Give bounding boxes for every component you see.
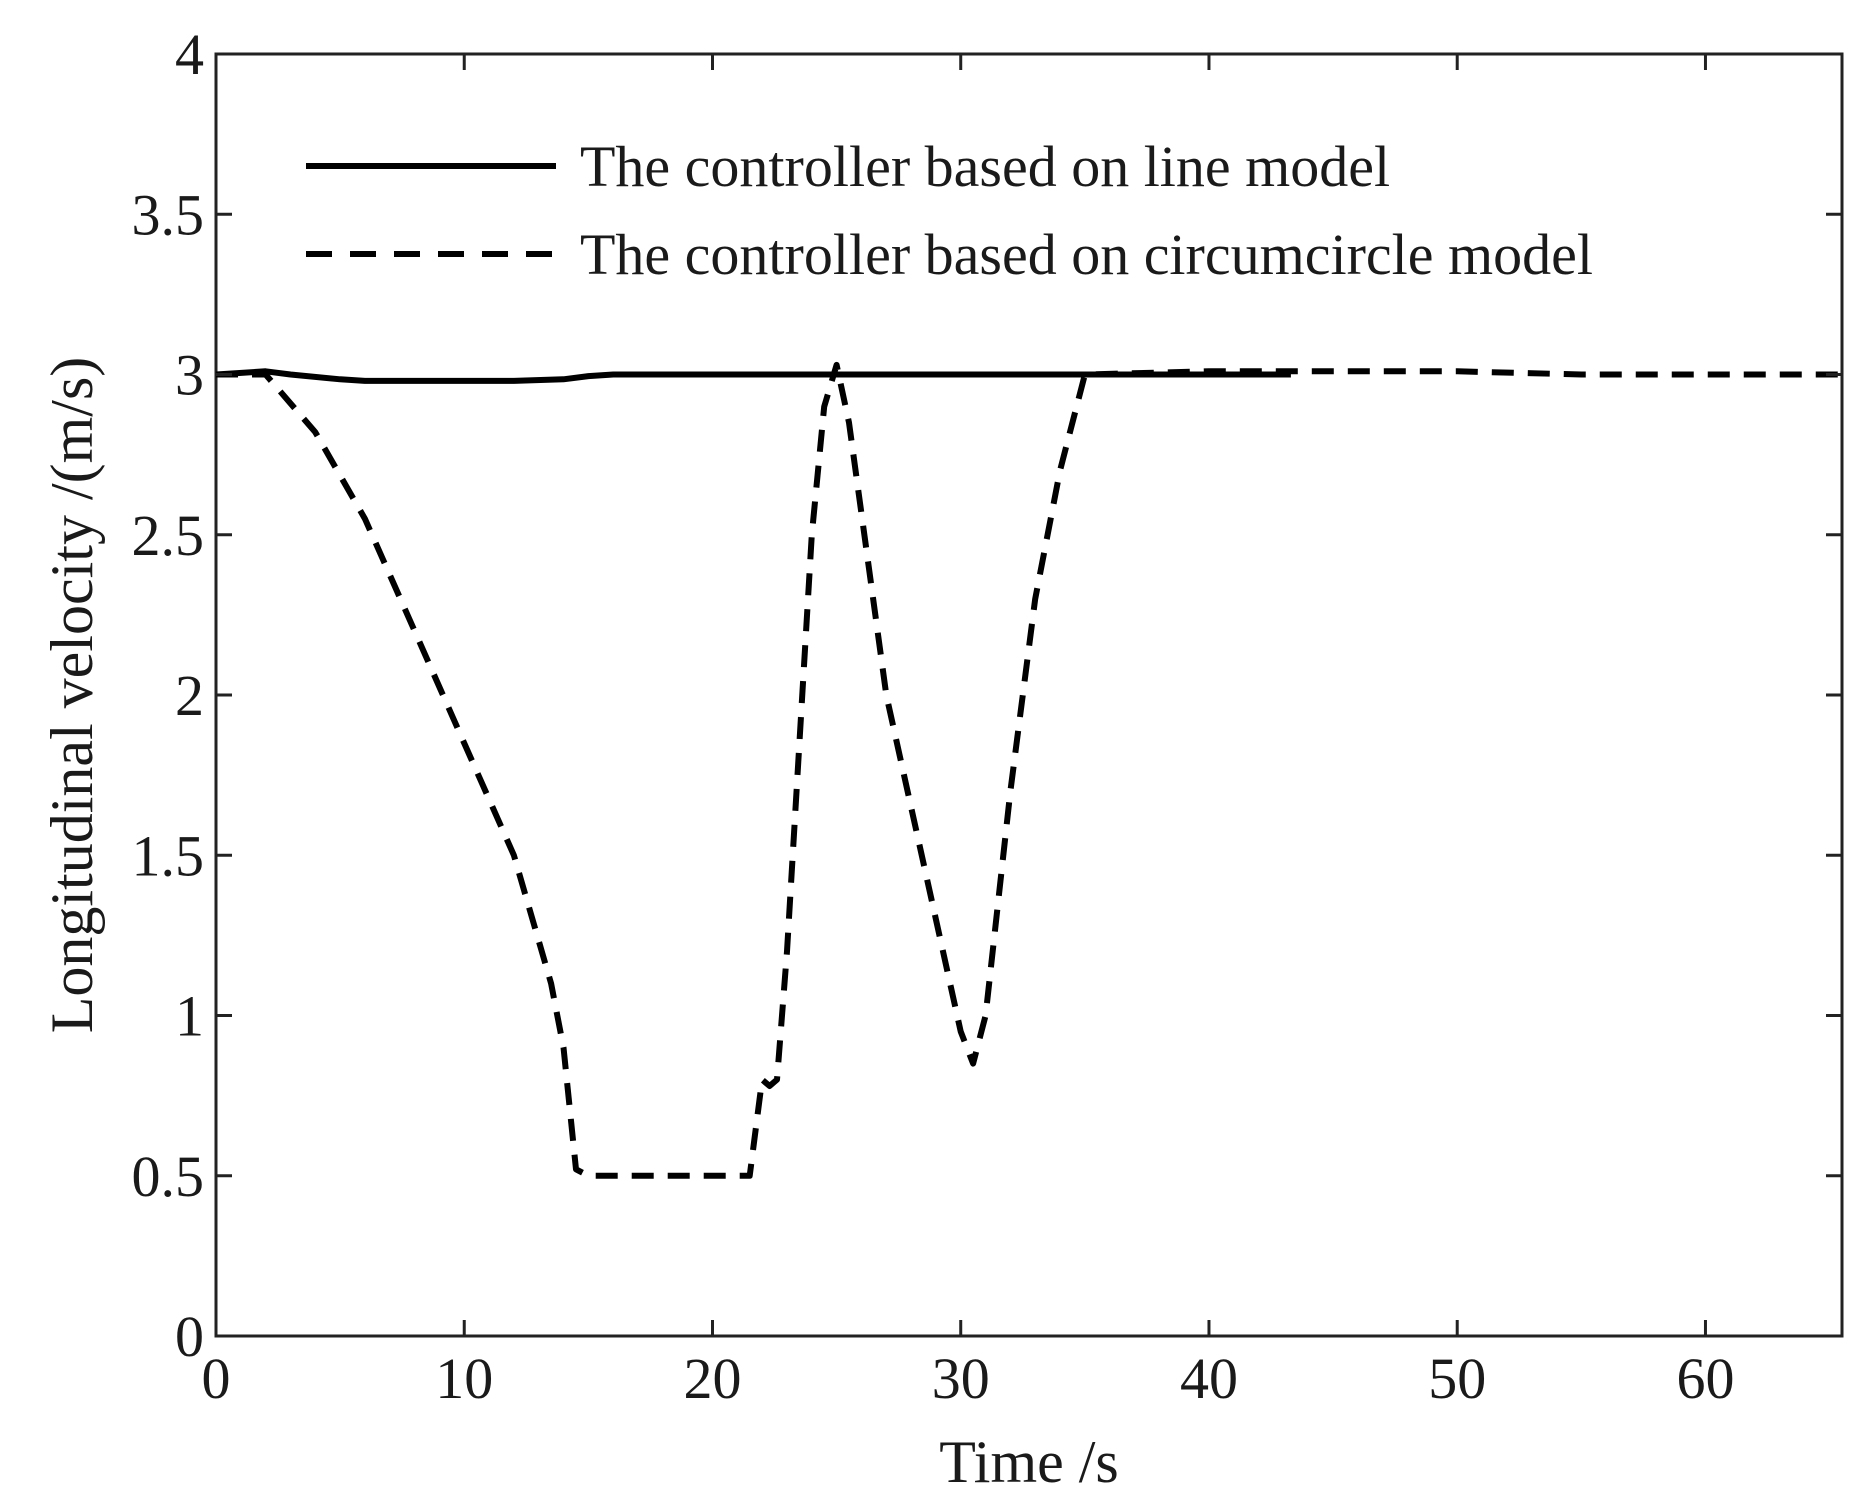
x-tick-label: 10 (435, 1346, 493, 1411)
series-line-1 (215, 368, 1291, 384)
legend-label-2: The controller based on circumcircle mod… (580, 222, 1593, 287)
y-tick-label: 2.5 (132, 503, 205, 568)
x-tick-label: 0 (202, 1346, 231, 1411)
y-tick-label: 3.5 (132, 182, 205, 247)
y-tick-label: 0 (175, 1304, 204, 1369)
x-tick-label: 20 (683, 1346, 741, 1411)
y-tick-label: 3 (175, 343, 204, 408)
series-layer (215, 361, 1842, 1179)
x-tick-label: 40 (1180, 1346, 1238, 1411)
y-tick-label: 2 (175, 663, 204, 728)
y-tick-label: 4 (175, 22, 204, 87)
y-axis-label: Longitudinal velocity /(m/s) (39, 357, 105, 1034)
x-axis-label: Time /s (939, 1429, 1119, 1495)
y-tick-label: 1 (175, 984, 204, 1049)
legend: The controller based on line model The co… (306, 134, 1593, 287)
series-line-2 (216, 361, 1842, 1179)
x-tick-label: 30 (932, 1346, 990, 1411)
y-tick-label: 1.5 (132, 823, 205, 888)
ticks-layer: 0 10 20 30 40 50 60 0 0.5 1 1.5 2 2.5 3 3.5 4 (132, 22, 1842, 1411)
x-tick-label: 60 (1676, 1346, 1734, 1411)
y-tick-label: 0.5 (132, 1144, 205, 1209)
legend-label-1: The controller based on line model (580, 134, 1390, 199)
x-tick-label: 50 (1428, 1346, 1486, 1411)
